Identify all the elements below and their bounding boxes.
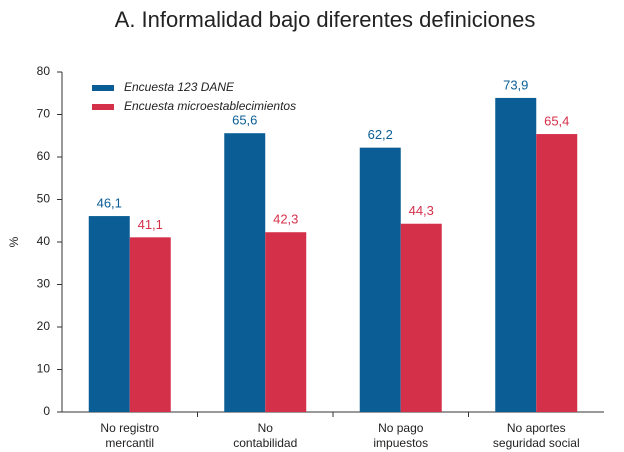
bar: [359, 147, 401, 412]
legend-label: Encuesta 123 DANE: [124, 80, 235, 94]
y-tick-label: 60: [37, 149, 51, 163]
y-tick-label: 80: [37, 64, 51, 78]
legend-swatch: [92, 104, 114, 110]
x-tick-label: No: [258, 421, 274, 435]
x-tick-label: No pago: [378, 421, 424, 435]
chart-title: A. Informalidad bajo diferentes definici…: [115, 7, 536, 32]
x-tick-label: contabilidad: [233, 436, 297, 450]
bar: [224, 133, 266, 412]
bar: [536, 134, 578, 413]
y-tick-label: 10: [37, 362, 51, 376]
bar: [400, 223, 442, 412]
data-label: 46,1: [97, 196, 122, 211]
data-label: 73,9: [503, 77, 528, 92]
y-tick-label: 30: [37, 277, 51, 291]
legend-swatch: [92, 85, 114, 91]
bar: [129, 237, 171, 412]
data-label: 41,1: [138, 217, 163, 232]
data-label: 62,2: [368, 127, 393, 142]
x-tick-label: No registro: [100, 421, 159, 435]
data-label: 44,3: [409, 203, 434, 218]
y-tick-label: 40: [37, 234, 51, 248]
data-label: 65,6: [232, 113, 257, 128]
bar: [495, 97, 537, 413]
x-tick-label: seguridad social: [493, 436, 580, 450]
x-tick-label: impuestos: [373, 436, 428, 450]
bar: [265, 232, 307, 412]
data-label: 65,4: [544, 113, 569, 128]
legend-label: Encuesta microestablecimientos: [124, 99, 296, 113]
y-tick-label: 0: [43, 404, 50, 418]
x-tick-label: mercantil: [105, 436, 154, 450]
y-tick-label: 50: [37, 192, 51, 206]
y-tick-label: 70: [37, 107, 51, 121]
x-tick-label: No aportes: [507, 421, 566, 435]
y-axis-label: %: [7, 236, 21, 247]
y-tick-label: 20: [37, 319, 51, 333]
bar: [88, 216, 130, 412]
data-label: 42,3: [273, 212, 298, 227]
